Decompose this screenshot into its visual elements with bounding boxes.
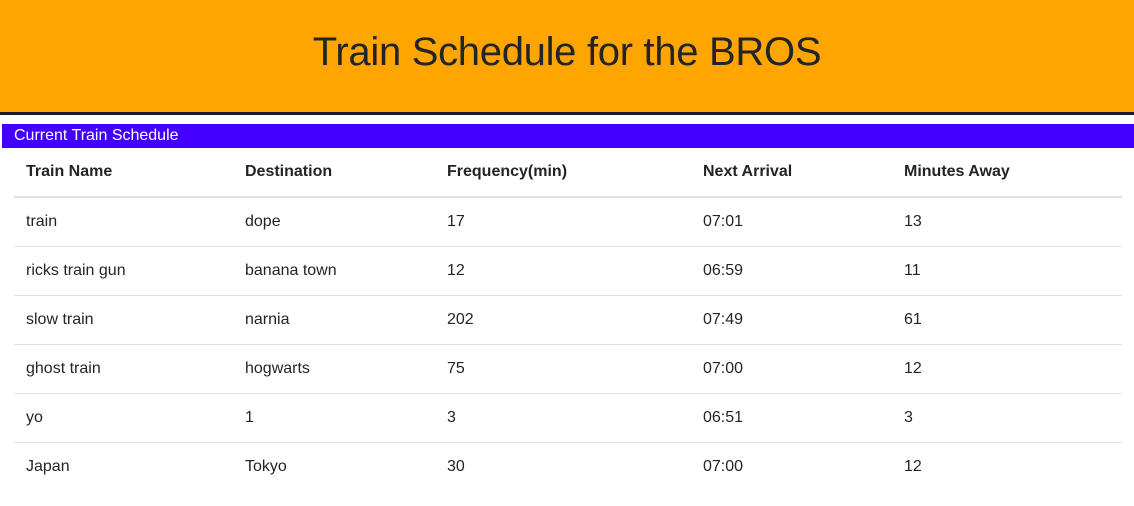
table-row: ricks train gun banana town 12 06:59 11 [14, 246, 1122, 296]
cell-frequency: 12 [435, 246, 691, 296]
cell-next-arrival: 07:49 [691, 295, 892, 345]
cell-frequency: 17 [435, 197, 691, 247]
cell-next-arrival: 07:00 [691, 344, 892, 394]
column-header-minutes-away: Minutes Away [892, 148, 1122, 198]
table-row: slow train narnia 202 07:49 61 [14, 295, 1122, 345]
page-title: Train Schedule for the BROS [312, 30, 822, 74]
cell-minutes-away: 12 [892, 344, 1122, 394]
table-header-row: Train Name Destination Frequency(min) Ne… [14, 148, 1122, 198]
schedule-table: Train Name Destination Frequency(min) Ne… [14, 148, 1122, 491]
cell-minutes-away: 12 [904, 457, 922, 475]
cell-train-name: ghost train [14, 344, 233, 394]
cell-destination: hogwarts [233, 344, 435, 394]
cell-minutes-away: 3 [892, 393, 1122, 443]
cell-destination: 1 [233, 393, 435, 443]
table-row: train dope 17 07:01 13 [14, 197, 1122, 247]
cell-minutes-away: 11 [892, 246, 1122, 296]
cell-destination: dope [233, 197, 435, 247]
cell-train-name: Japan [26, 457, 70, 475]
cell-next-arrival: 06:51 [691, 393, 892, 443]
cell-destination: narnia [233, 295, 435, 345]
cell-next-arrival: 07:01 [691, 197, 892, 247]
cell-next-arrival: 07:00 [703, 457, 744, 475]
cell-minutes-away: 13 [892, 197, 1122, 247]
cell-train-name: yo [14, 393, 233, 443]
cell-train-name: ricks train gun [14, 246, 233, 296]
cell-minutes-away: 61 [892, 295, 1122, 345]
cell-frequency: 30 [447, 457, 465, 475]
panel-heading: Current Train Schedule [2, 124, 1134, 148]
cell-frequency: 202 [435, 295, 691, 345]
table-row: yo 1 3 06:51 3 [14, 393, 1122, 443]
cell-destination: Tokyo [245, 457, 287, 475]
cell-train-name: slow train [14, 295, 233, 345]
column-header-frequency: Frequency(min) [435, 148, 691, 198]
column-header-train-name: Train Name [14, 148, 233, 198]
cell-destination: banana town [233, 246, 435, 296]
cell-frequency: 3 [435, 393, 691, 443]
column-header-next-arrival: Next Arrival [691, 148, 892, 198]
cell-next-arrival: 06:59 [691, 246, 892, 296]
schedule-panel: Current Train Schedule Train Name Destin… [0, 124, 1134, 475]
table-row: Japan Tokyo 30 07:00 12 [14, 442, 1122, 491]
table-row: ghost train hogwarts 75 07:00 12 [14, 344, 1122, 394]
cell-frequency: 75 [435, 344, 691, 394]
page-header: Train Schedule for the BROS [0, 0, 1134, 115]
cell-train-name: train [14, 197, 233, 247]
column-header-destination: Destination [233, 148, 435, 198]
